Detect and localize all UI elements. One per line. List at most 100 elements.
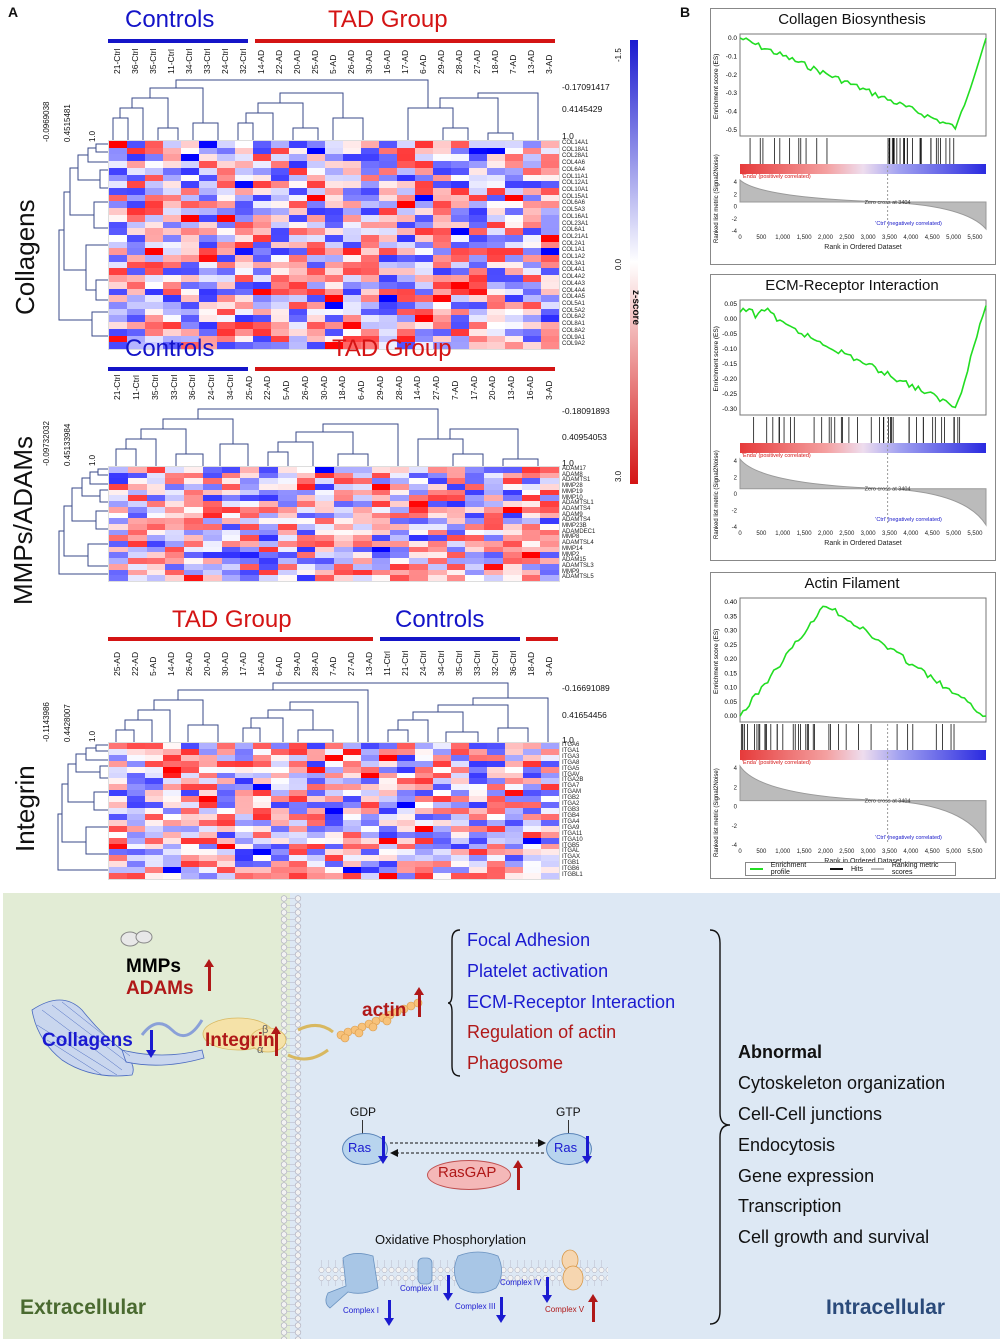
heatmap-cell xyxy=(502,489,522,496)
heatmap-cell xyxy=(307,315,325,323)
heatmap-cell xyxy=(289,808,307,814)
complex-i-down-arrow-icon xyxy=(384,1300,394,1326)
heatmap-cell xyxy=(127,796,145,803)
heatmap-cell xyxy=(199,760,217,767)
side-label-mmps-adams: MMPs/ADAMs xyxy=(8,436,38,605)
heatmap-cell xyxy=(253,819,271,826)
heatmap-cell xyxy=(361,796,379,803)
heatmap-cell xyxy=(415,221,433,229)
column-label: 33-Ctrl xyxy=(168,374,179,400)
heatmap-cell xyxy=(523,181,541,188)
heatmap-cell xyxy=(371,518,391,524)
heatmap-cell xyxy=(502,506,522,513)
heatmap-cell xyxy=(109,308,127,316)
heatmap-cell xyxy=(163,849,181,856)
heatmap-cell xyxy=(541,861,559,868)
heatmap-cell xyxy=(181,766,199,773)
column-label: 27-AD xyxy=(346,651,356,676)
heatmap-cell xyxy=(240,506,259,513)
row-label: ITGA2 xyxy=(562,801,580,808)
es-axis-label: Enrichment score (ES) xyxy=(713,629,720,694)
heatmap-cell xyxy=(371,489,391,496)
heatmap-cell xyxy=(184,472,203,479)
heatmap-cell xyxy=(541,288,559,296)
heatmap-cell xyxy=(271,228,289,235)
heatmap-cell xyxy=(505,281,523,289)
heatmap-cell xyxy=(343,234,361,242)
heatmap-cell xyxy=(469,849,487,856)
es-tick: -0.30 xyxy=(722,406,737,413)
heatmap-cell xyxy=(127,523,147,530)
dend-left-val-1b: 0.4515481 xyxy=(63,104,72,142)
heatmap-cell xyxy=(487,867,505,874)
dend-top-val-2b: 0.40954053 xyxy=(562,432,607,442)
collagens-down-arrow-icon xyxy=(146,1030,156,1058)
heatmap-cell xyxy=(165,489,184,496)
heatmap-cell xyxy=(145,268,163,276)
heatmap-cell xyxy=(397,308,415,316)
heatmap-cell xyxy=(253,754,271,761)
heatmap-cell xyxy=(451,819,469,826)
heatmap-cell xyxy=(181,825,199,832)
heatmap-cell xyxy=(271,843,289,850)
column-label: 11-Ctrl xyxy=(166,49,176,74)
heatmap-cell xyxy=(415,161,433,168)
heatmap-cell xyxy=(235,849,253,856)
heatmap-cell xyxy=(505,161,523,168)
heatmap-cell xyxy=(109,241,127,249)
heatmap-cell xyxy=(271,308,289,316)
heatmap-cell xyxy=(523,855,541,862)
heatmap-cell xyxy=(145,241,163,249)
heatmap-cell xyxy=(390,535,409,542)
ras-gtp-down-arrow-icon xyxy=(582,1136,592,1164)
heatmap-cell xyxy=(271,743,289,749)
heatmap-cell xyxy=(541,837,559,844)
heatmap-cell xyxy=(271,796,289,803)
heatmap-cell xyxy=(163,825,181,832)
heatmap-cell xyxy=(325,335,343,343)
heatmap-cell xyxy=(379,743,397,749)
heatmap-cell xyxy=(505,819,523,826)
heatmap-cell xyxy=(433,831,451,838)
heatmap-cell xyxy=(523,241,541,249)
heatmap-cell xyxy=(315,541,334,547)
heatmap-cell xyxy=(451,315,469,323)
heatmap-cell xyxy=(390,529,409,536)
heatmap-cell xyxy=(253,748,271,755)
heatmap-cell xyxy=(289,288,307,296)
heatmap-cell xyxy=(109,748,127,755)
column-label: 28-AD xyxy=(393,375,404,400)
heatmap-cell xyxy=(289,187,307,195)
heatmap-cell xyxy=(315,495,334,502)
rank-tick: -2 xyxy=(732,509,738,515)
heatmap-cell xyxy=(379,831,397,838)
heatmap-cell xyxy=(307,255,325,262)
heatmap-cell xyxy=(271,275,289,282)
heatmap-cell xyxy=(146,529,166,536)
effect-endocytosis: Endocytosis xyxy=(738,1135,836,1155)
heatmap-cell xyxy=(487,819,505,826)
heatmap-cell xyxy=(505,241,523,249)
heatmap-cell xyxy=(451,790,469,797)
heatmap-cell xyxy=(541,268,559,276)
legend-swatch xyxy=(871,868,884,870)
heatmap-cell xyxy=(343,825,361,832)
column-label: 25-AD xyxy=(112,651,122,676)
heatmap-cell xyxy=(145,743,163,749)
heatmap-cell xyxy=(296,472,316,479)
rank-gradient-band xyxy=(740,164,986,174)
heatmap-cell xyxy=(289,754,307,761)
heatmap-cell xyxy=(277,478,297,485)
heatmap-cell xyxy=(521,541,541,547)
heatmap-cell xyxy=(397,808,415,814)
heatmap-cell xyxy=(523,843,541,850)
tad-bar-2 xyxy=(255,367,555,371)
heatmap-cell xyxy=(484,541,503,547)
heatmap-cell xyxy=(307,228,325,235)
heatmap-cell xyxy=(181,308,199,316)
heatmap-cell xyxy=(235,315,253,323)
heatmap-cell xyxy=(199,855,217,862)
heatmap-cell xyxy=(487,248,505,256)
heatmap-cell xyxy=(235,861,253,868)
